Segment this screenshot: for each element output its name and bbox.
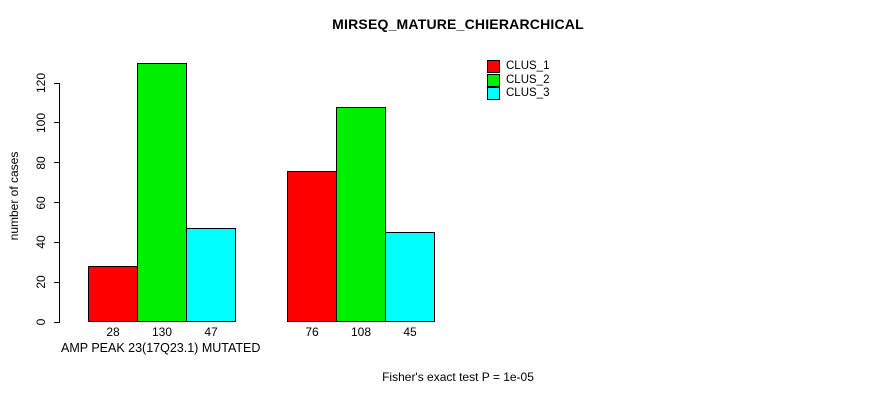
bar-value-label: 28 — [106, 325, 120, 339]
bar-clus_1-group2 — [287, 170, 337, 322]
y-axis-line — [59, 83, 60, 323]
y-tick-label: 20 — [34, 275, 48, 289]
bar-clus_2-group1 — [137, 63, 187, 322]
y-axis-label: number of cases — [7, 151, 21, 241]
bar-value-label: 76 — [305, 325, 319, 339]
legend-swatch — [487, 87, 500, 101]
y-tick-label: 100 — [34, 112, 48, 133]
chart-title: MIRSEQ_MATURE_CHIERARCHICAL — [332, 16, 584, 32]
bar-value-label: 47 — [204, 325, 218, 339]
y-tick — [54, 241, 59, 243]
bar-clus_3-group1 — [186, 228, 236, 322]
y-tick — [54, 321, 59, 323]
bar-clus_1-group1 — [88, 266, 138, 322]
y-tick — [54, 202, 59, 203]
bar-clus_2-group2 — [336, 106, 386, 322]
fisher-test-note: Fisher's exact test P = 1e-05 — [382, 370, 534, 384]
bar-value-label: 130 — [151, 325, 173, 339]
legend-item-clus_2: CLUS_2 — [487, 74, 549, 88]
x-axis-label: AMP PEAK 23(17Q23.1) MUTATED — [61, 341, 261, 355]
bar-value-label: 108 — [350, 325, 372, 339]
y-tick-label: 60 — [34, 195, 48, 210]
y-tick — [54, 122, 59, 124]
legend: CLUS_1 CLUS_2 CLUS_3 — [487, 60, 549, 101]
legend-item-label: CLUS_1 — [506, 60, 550, 72]
y-tick-label: 0 — [34, 318, 48, 326]
legend-item-clus_1: CLUS_1 — [487, 60, 549, 74]
y-tick — [54, 82, 59, 84]
y-tick-label: 40 — [34, 235, 48, 250]
bar-value-label: 45 — [403, 325, 417, 339]
bar-clus_3-group2 — [385, 232, 435, 322]
y-tick-label: 80 — [34, 155, 48, 170]
y-tick-label: 120 — [34, 72, 48, 94]
y-tick — [54, 162, 59, 164]
y-tick — [54, 281, 59, 283]
legend-item-label: CLUS_3 — [506, 87, 550, 99]
legend-item-label: CLUS_2 — [506, 73, 550, 86]
legend-swatch — [487, 60, 500, 74]
legend-swatch — [487, 73, 500, 87]
legend-item-clus_3: CLUS_3 — [487, 87, 549, 101]
